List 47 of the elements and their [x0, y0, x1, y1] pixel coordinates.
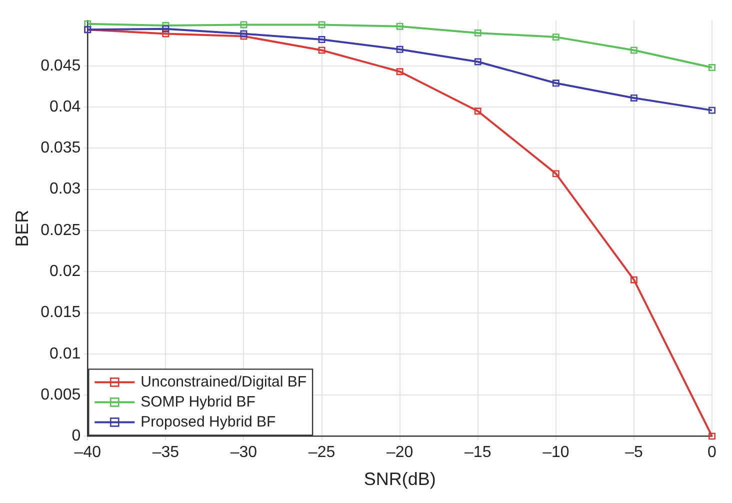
point: [474, 108, 482, 115]
x-tick-label: –15: [464, 444, 492, 462]
point: [708, 64, 716, 71]
y-tick-label: 0.03: [50, 180, 81, 198]
x-tick-label: 0: [708, 444, 717, 462]
x-tick-label: –35: [152, 444, 180, 462]
point: [240, 30, 248, 38]
point: [552, 170, 560, 178]
point: [162, 30, 170, 38]
y-axis-title: BER: [12, 210, 32, 247]
y-tick-label: 0.015: [40, 304, 81, 322]
y-tick-label: 0.01: [50, 345, 81, 362]
point: [552, 34, 560, 41]
y-tick-label: 0: [72, 428, 81, 445]
x-axis-title: SNR(dB): [364, 469, 436, 490]
point: [708, 106, 716, 114]
point: [474, 29, 482, 36]
x-tick-label: –20: [386, 444, 414, 462]
point: [630, 276, 638, 284]
point: [240, 21, 248, 28]
x-tick-label: –5: [625, 444, 643, 462]
y-tick-label: 0.025: [40, 222, 81, 239]
point: [84, 20, 92, 28]
point: [552, 80, 560, 87]
point: [396, 46, 404, 53]
legend-label: Unconstrained/Digital BF: [140, 373, 307, 390]
y-tick-label: 0.045: [40, 57, 81, 74]
y-tick-label: 0.02: [50, 263, 81, 280]
point: [396, 68, 404, 76]
point: [474, 58, 482, 66]
x-tick-label: –40: [74, 444, 102, 462]
y-tick-label: 0.04: [50, 98, 81, 116]
x-tick-label: –30: [230, 444, 258, 462]
y-tick-label: 0.005: [40, 386, 81, 404]
point: [318, 21, 326, 28]
point: [630, 94, 638, 102]
legend-label: SOMP Hybrid BF: [140, 393, 256, 410]
x-tick-label: –10: [542, 444, 570, 462]
y-tick-label: 0.035: [40, 140, 81, 157]
point: [318, 46, 326, 54]
point: [708, 432, 716, 440]
point: [396, 22, 404, 30]
point: [162, 25, 170, 32]
point: [630, 46, 638, 54]
point: [318, 36, 326, 44]
legend-label: Proposed Hybrid BF: [140, 413, 276, 430]
x-tick-label: –25: [308, 444, 336, 462]
